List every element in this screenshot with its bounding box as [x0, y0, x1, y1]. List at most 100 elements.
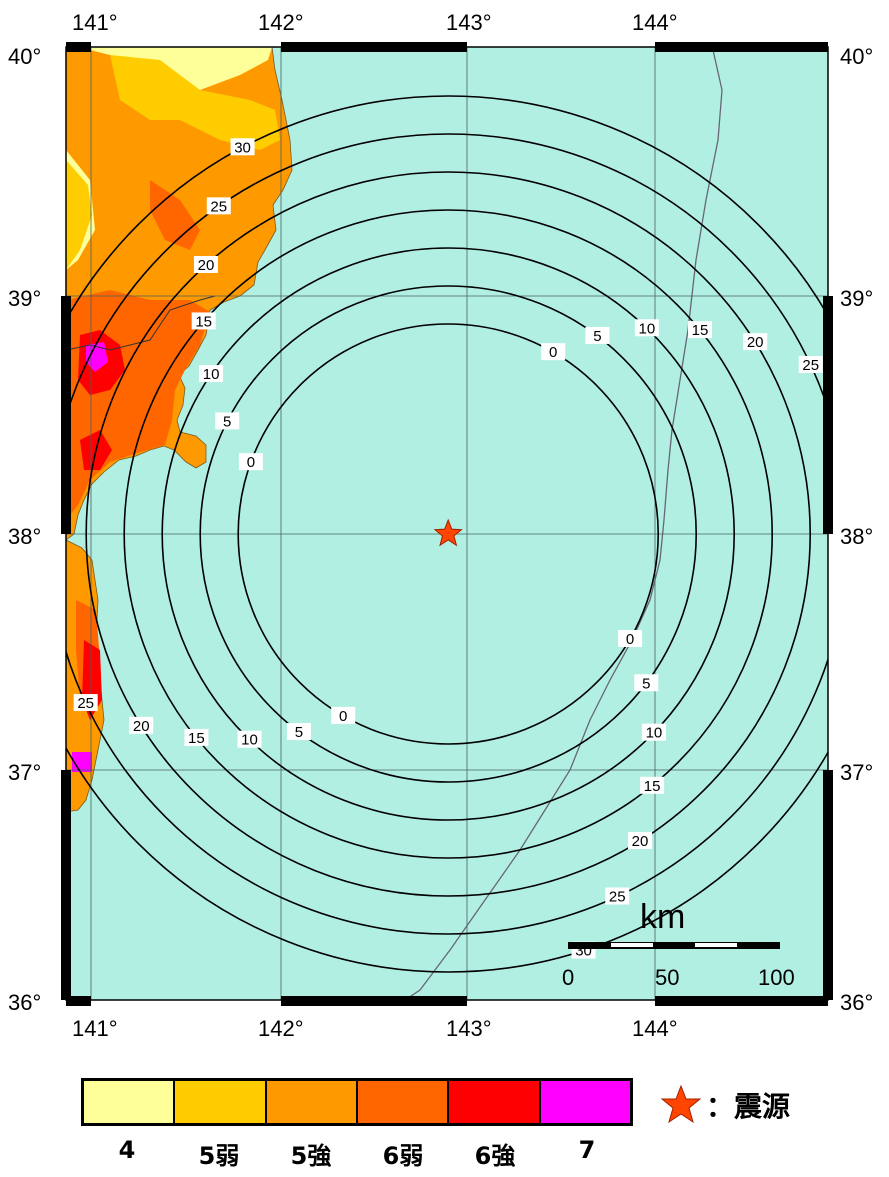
contour-30: [66, 95, 828, 973]
contour-label-bg: [206, 197, 231, 215]
contour-label-30: 30: [234, 139, 251, 156]
contour-15: [123, 209, 774, 859]
contour-label-bg: [193, 255, 218, 273]
contour-label-5: 5: [593, 328, 601, 345]
contour-label-bg: [634, 319, 659, 337]
contour-label-0: 0: [626, 631, 634, 648]
contour-label-20: 20: [133, 718, 150, 735]
contour-label-bg: [230, 138, 255, 156]
legend-swatch-0: [84, 1081, 176, 1123]
lon-tick-144-top: 144°: [632, 10, 678, 35]
legend-label-0: 4: [118, 1136, 136, 1164]
contour-label-bg: [640, 776, 665, 794]
contour-label-15: 15: [188, 730, 205, 747]
contour-label-15: 15: [195, 313, 212, 330]
contour-label-bg: [73, 694, 98, 712]
epicenter-legend-label: ：震源: [706, 1090, 791, 1123]
contour-label-bg: [541, 343, 566, 361]
lon-tick-142-bottom: 142°: [258, 1016, 304, 1041]
lon-tick-142-top: 142°: [258, 10, 304, 35]
contour-label-bg: [628, 831, 653, 849]
legend-label-3: 6弱: [382, 1142, 424, 1170]
epicenter-star-icon: [433, 518, 463, 547]
lon-tick-141-top: 141°: [72, 10, 118, 35]
contour-label-5: 5: [642, 675, 650, 692]
contour-label-0: 0: [549, 344, 557, 361]
land-intensity-5-weak: [110, 55, 280, 150]
contour-label-20: 20: [198, 257, 215, 274]
lat-tick-40-right: 40°: [840, 44, 873, 69]
contour-label-10: 10: [241, 732, 258, 749]
contour-label-10: 10: [646, 725, 663, 742]
contour-label-5: 5: [295, 724, 303, 741]
graticule: [66, 47, 828, 1000]
lat-tick-37-left: 37°: [8, 760, 41, 785]
contour-label-bg: [184, 728, 209, 746]
lon-tick-144-bottom: 144°: [632, 1016, 678, 1041]
contour-label-bg: [20, 660, 44, 677]
left-latitude-labels: 40° 39° 38° 37° 36°: [8, 44, 41, 1015]
contour-label-10: 10: [639, 320, 656, 337]
lon-tick-143-top: 143°: [446, 10, 492, 35]
legend-label-5: 7: [578, 1136, 596, 1164]
frame-border-bars: [61, 42, 833, 1006]
lat-tick-39-right: 39°: [840, 286, 873, 311]
legend-swatch-2: [266, 1081, 358, 1123]
contour-5: [199, 285, 698, 783]
contour-label-bg: [237, 730, 262, 748]
top-longitude-labels: 141° 142° 143° 144°: [72, 10, 678, 35]
lat-tick-36-right: 36°: [840, 990, 873, 1015]
land-intensity-6-weak: [150, 180, 200, 250]
contour-label-bg: [634, 674, 659, 692]
contour-label-bg: [191, 312, 216, 330]
lat-tick-38-right: 38°: [840, 524, 873, 549]
contour-label-25: 25: [802, 357, 819, 374]
contour-label-bg: [605, 887, 630, 905]
contour-label-bg: [286, 723, 311, 741]
contour-label-bg: [743, 333, 768, 351]
contour-label-15: 15: [644, 778, 661, 795]
scale-bar: km 0 50 100: [562, 898, 795, 990]
prefecture-boundary: [66, 295, 216, 351]
lat-tick-37-right: 37°: [840, 760, 873, 785]
intensity-legend-bar: [81, 1078, 633, 1126]
contour-label-bg: [331, 706, 356, 724]
contour-layer: [66, 95, 828, 973]
contour-label-layer: 0 0 0 0 5 5 5 5 10 10 10 10 15 15 15 15 20 20 20 20 25 25 25 25…: [20, 138, 877, 960]
contour-label-20: 20: [632, 833, 649, 850]
contour-label-bg: [238, 453, 263, 471]
contour-label-30: 30: [23, 661, 40, 678]
lat-tick-40-left: 40°: [8, 44, 41, 69]
scale-tick-50: 50: [655, 965, 679, 990]
legend-swatch-3: [357, 1081, 450, 1123]
contour-label-25: 25: [77, 695, 94, 712]
lon-tick-141-bottom: 141°: [72, 1016, 118, 1041]
lat-tick-38-left: 38°: [8, 524, 41, 549]
legend-swatch-4: [449, 1081, 541, 1123]
contour-label-bg: [687, 321, 712, 339]
seismic-intensity-map: 0 0 0 0 5 5 5 5 10 10 10 10 15 15 15 15 20 20 20 20 25 25 25 25…: [8, 10, 877, 1041]
contour-label-25: 25: [210, 198, 227, 215]
legend-swatch-5: [540, 1081, 630, 1123]
contour-label-bg: [585, 326, 610, 344]
right-latitude-labels: 40° 39° 38° 37° 36°: [840, 44, 873, 1015]
legend-label-2: 5強: [290, 1142, 332, 1170]
contour-label-20: 20: [747, 334, 764, 351]
contour-label-bg: [618, 630, 643, 647]
contour-0: [237, 323, 660, 745]
land-intensity-7: [86, 342, 108, 372]
contour-20: [85, 171, 812, 897]
contour-25: [66, 133, 828, 935]
contour-label-bg: [129, 716, 154, 734]
scale-tick-100: 100: [758, 965, 795, 990]
contour-label-bg: [798, 355, 823, 373]
contour-label-15: 15: [692, 322, 709, 339]
legend-swatch-1: [175, 1081, 267, 1123]
contour-label-bg: [853, 390, 877, 407]
contour-label-bg: [199, 365, 224, 383]
contour-label-30: 30: [856, 391, 873, 408]
lon-tick-143-bottom: 143°: [446, 1016, 492, 1041]
contour-label-bg: [215, 412, 240, 430]
land-intensity-5-weak: [66, 160, 92, 270]
scale-tick-0: 0: [562, 965, 574, 990]
